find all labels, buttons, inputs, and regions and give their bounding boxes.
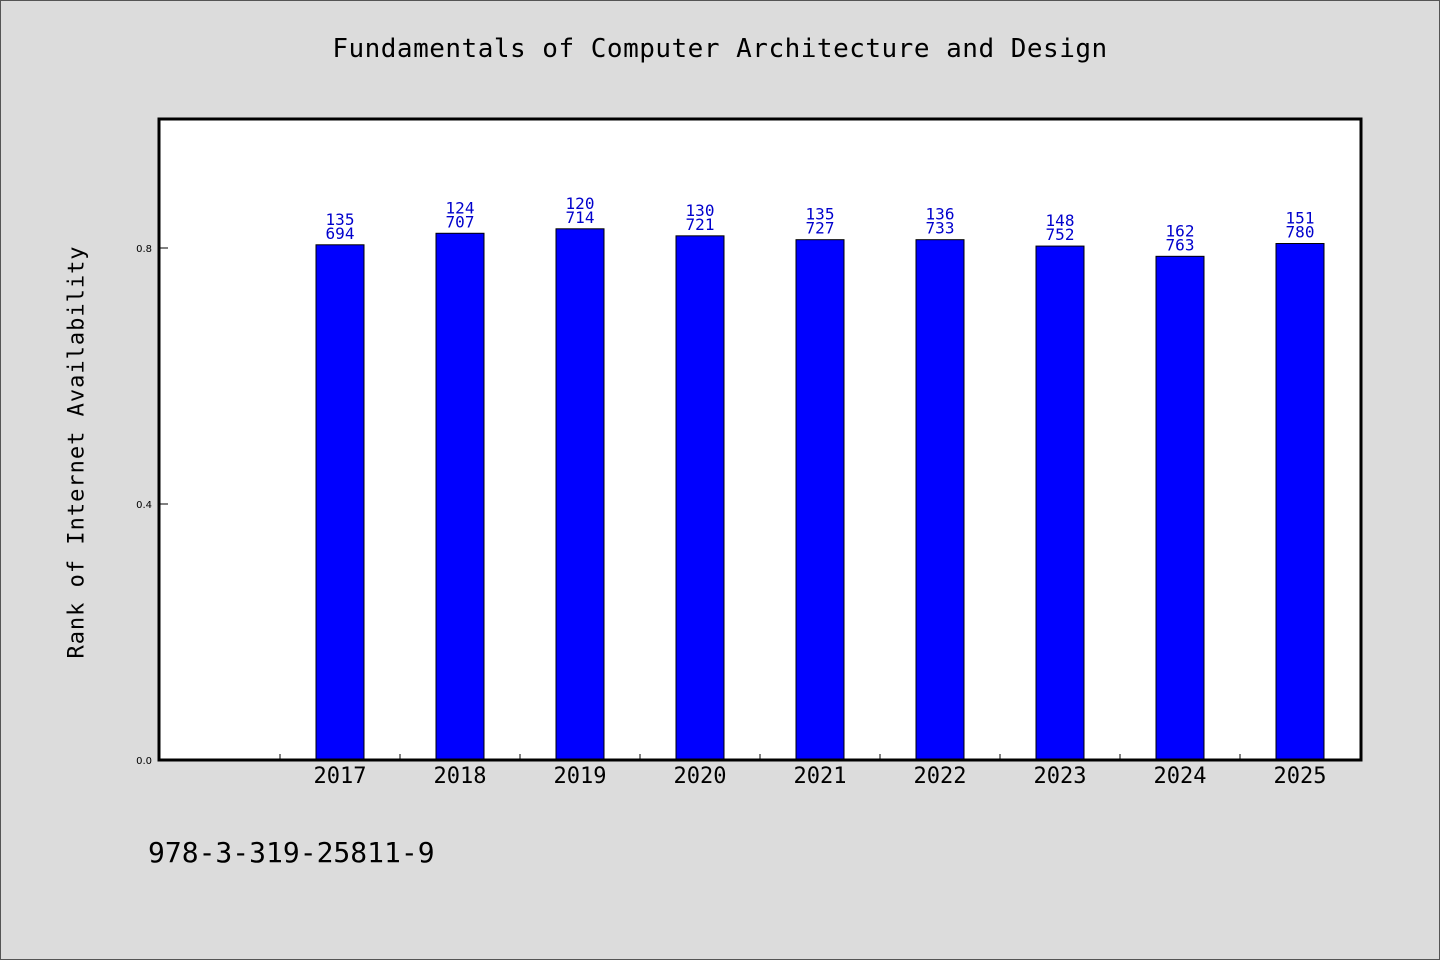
bars-group: 1356942017124707201812071420191307212020…: [314, 194, 1327, 789]
x-tick-label: 2024: [1154, 764, 1207, 789]
x-tick-label: 2025: [1274, 764, 1327, 789]
bar-2022: [915, 239, 965, 761]
x-tick-label: 2022: [914, 764, 967, 789]
y-tick-label: 0.4: [136, 500, 152, 511]
bar-label-top: 120: [566, 194, 595, 213]
bar-label-top: 135: [326, 210, 355, 229]
bar-label-bottom: 721: [686, 215, 715, 234]
bar-label-bottom: 763: [1166, 235, 1195, 254]
x-tick-label: 2020: [674, 764, 727, 789]
bar-label-top: 135: [806, 205, 835, 224]
bar-label-bottom: 752: [1046, 225, 1075, 244]
bar-label-bottom: 707: [446, 212, 475, 231]
x-tick-label: 2023: [1034, 764, 1087, 789]
plot-border: [157, 117, 1363, 762]
x-tick-label: 2018: [434, 764, 487, 789]
bar-2021: [795, 239, 845, 761]
bar-label-bottom: 733: [926, 219, 955, 238]
y-tick-label: 0.0: [136, 756, 152, 767]
x-tick-label: 2019: [554, 764, 607, 789]
isbn-label: 978-3-319-25811-9: [148, 836, 435, 869]
bar-label-bottom: 780: [1286, 223, 1315, 242]
bar-label-top: 162: [1166, 221, 1195, 240]
bar-label-top: 148: [1046, 211, 1075, 230]
bar-label-top: 136: [926, 205, 955, 224]
chart-title: Fundamentals of Computer Architecture an…: [332, 34, 1108, 64]
y-tick-label: 0.8: [136, 244, 152, 255]
x-tick-label: 2017: [314, 764, 367, 789]
bar-2017: [315, 244, 365, 761]
bar-label-top: 151: [1286, 209, 1315, 228]
bar-2023: [1035, 245, 1085, 761]
bar-2025: [1275, 243, 1325, 761]
bar-label-bottom: 727: [806, 219, 835, 238]
x-tick-label: 2021: [794, 764, 847, 789]
bar-label-bottom: 694: [326, 224, 355, 243]
bar-2024: [1155, 255, 1205, 761]
bar-2020: [675, 235, 725, 761]
bar-label-top: 130: [686, 201, 715, 220]
bar-2019: [555, 228, 605, 761]
bar-2018: [435, 232, 485, 761]
bar-label-bottom: 714: [566, 208, 595, 227]
bar-label-top: 124: [446, 198, 475, 217]
